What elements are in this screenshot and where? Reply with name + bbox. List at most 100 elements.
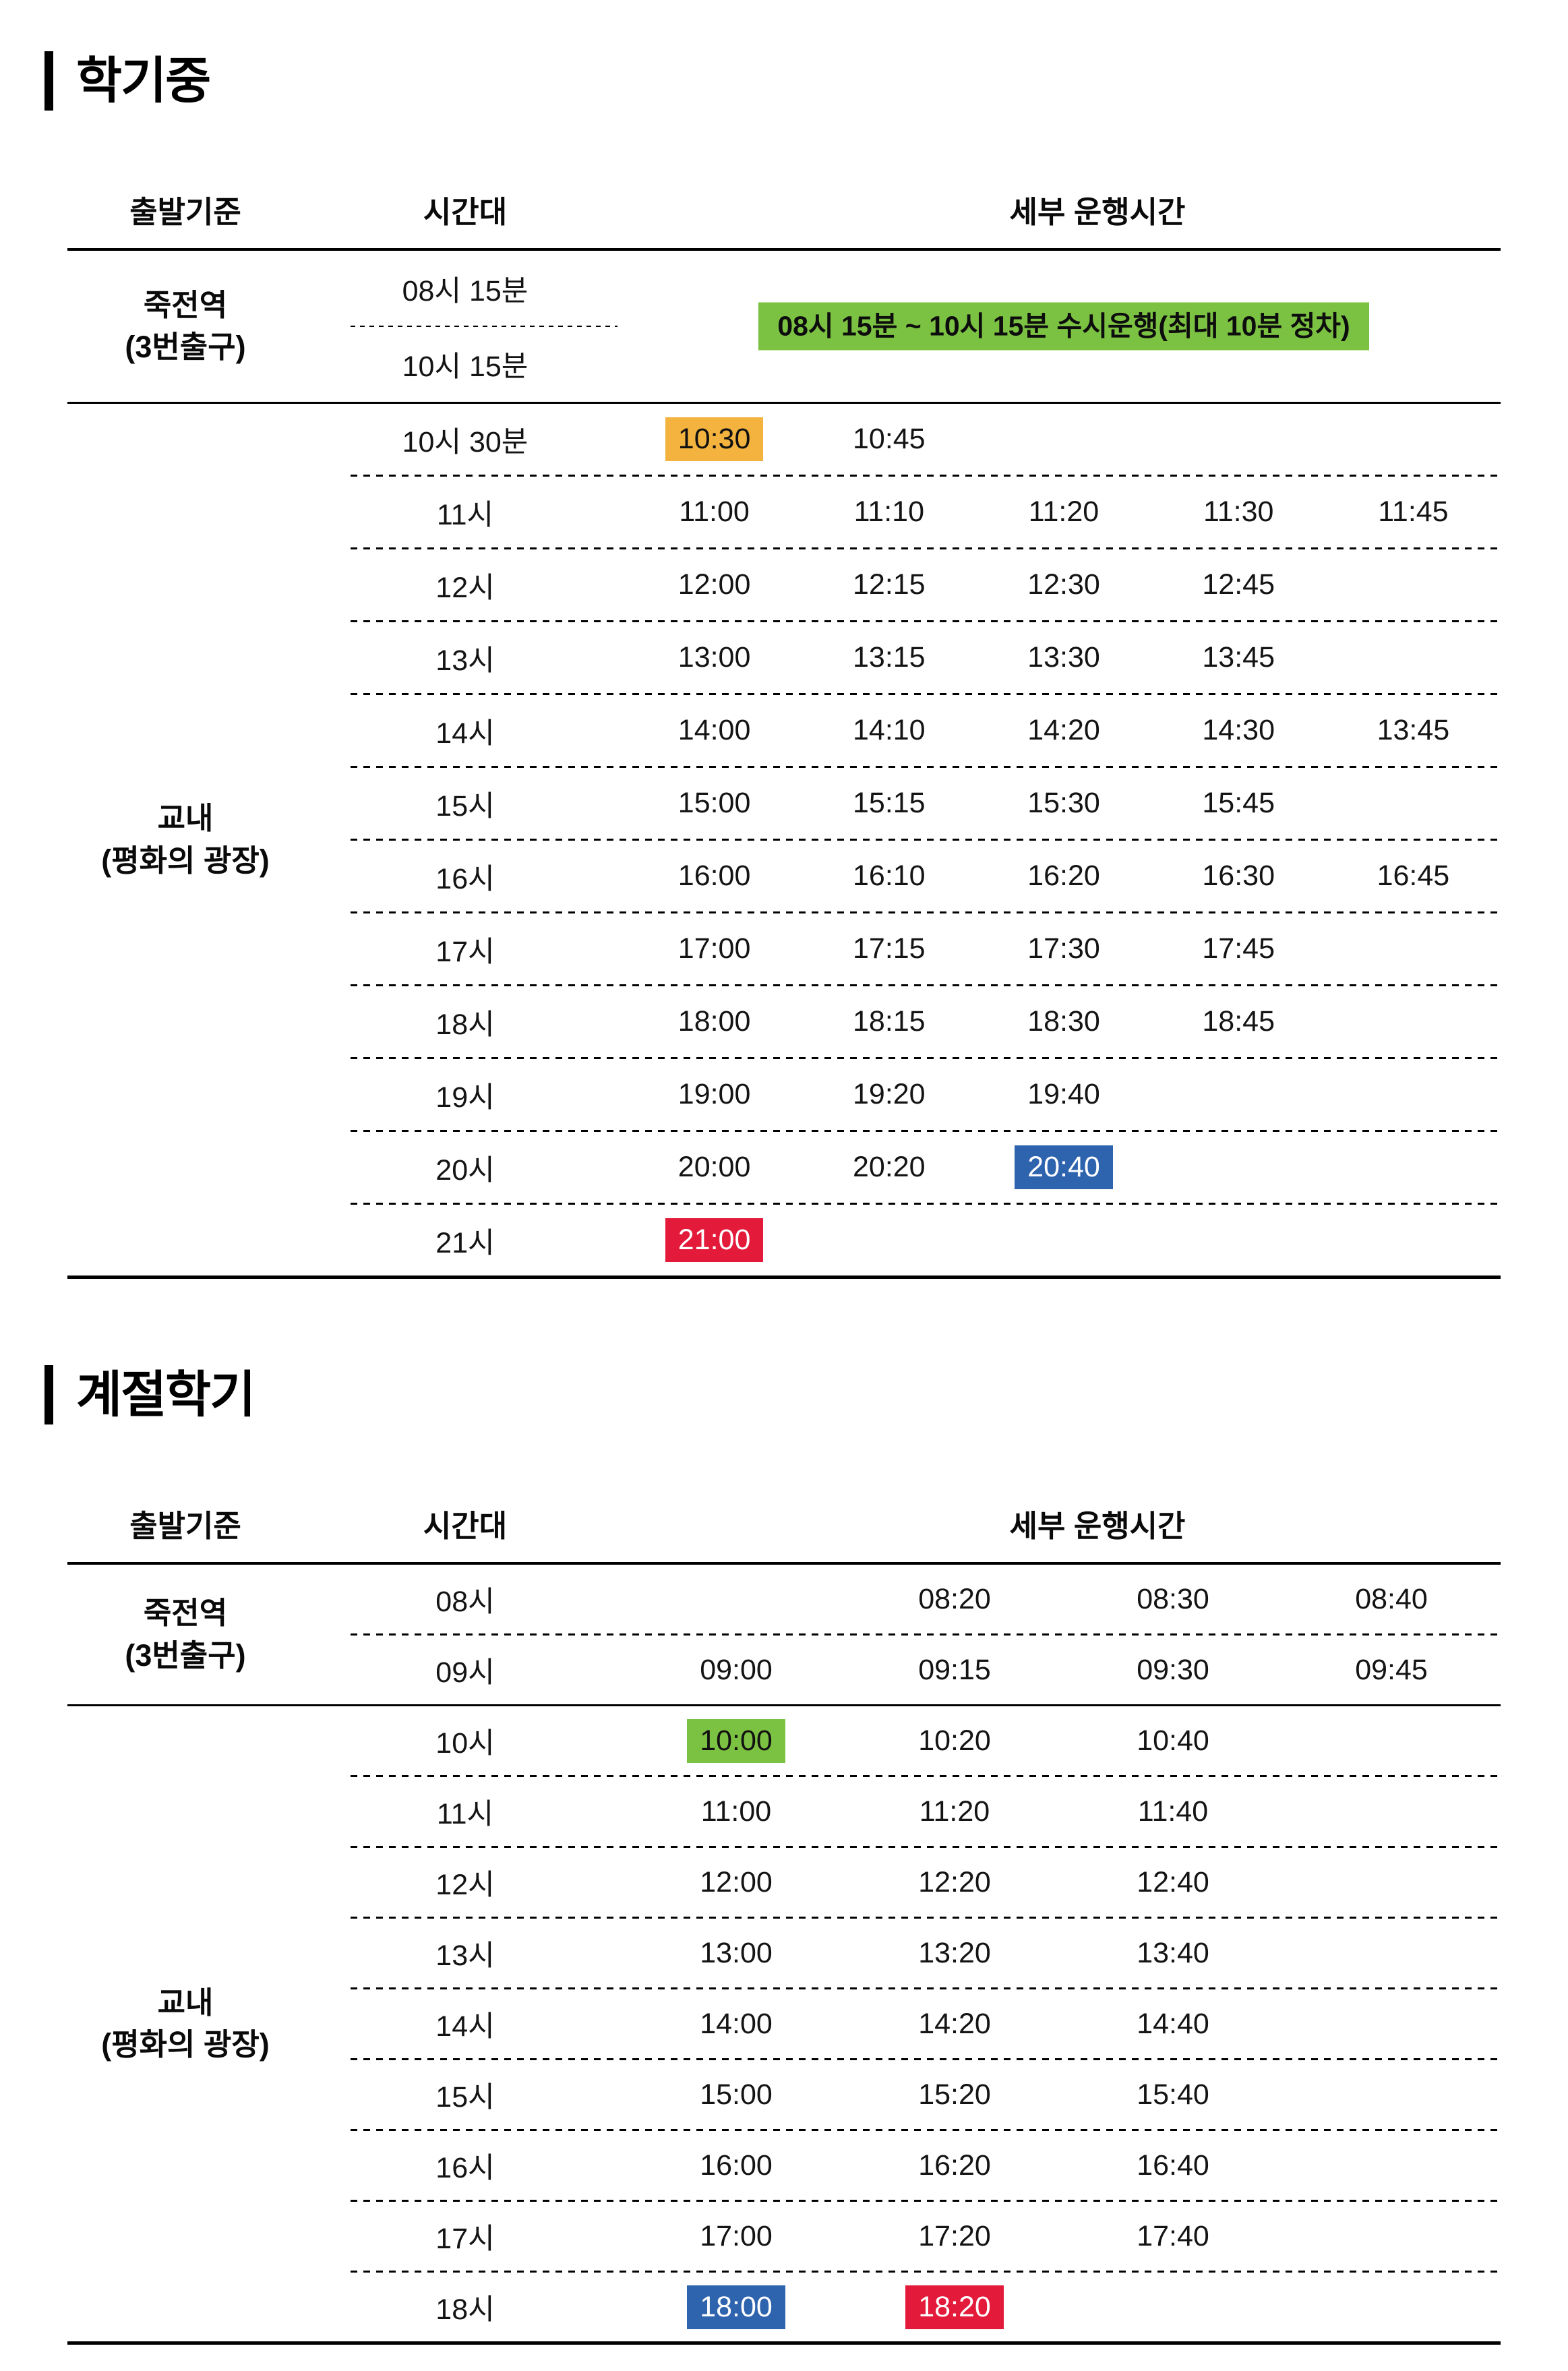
- notice-rows: 08시 15분 10시 15분 08시 15분 ~ 10시 15분 수시운행(최…: [303, 251, 1501, 402]
- origin-sub-label: (평화의 광장): [101, 2027, 270, 2062]
- time-value-highlighted: 10:00: [687, 1718, 785, 1763]
- timeband-label: 13시: [435, 644, 495, 677]
- schedule-row: 12시 12:00 12:20 12:40: [303, 1848, 1501, 1917]
- dashed-row-divider: [351, 2271, 1501, 2273]
- dashed-row-divider: [351, 2200, 1501, 2202]
- time-value: 11:20: [919, 1795, 990, 1828]
- time-value: 13:00: [677, 641, 751, 673]
- dashed-row-divider: [351, 839, 1501, 841]
- time-value: 16:00: [677, 860, 751, 892]
- timeband-label: 11시: [436, 1798, 494, 1830]
- timeband-label: 14시: [435, 2010, 495, 2043]
- time-value-highlighted: 20:40: [1015, 1145, 1113, 1189]
- notice-container: 08시 15분 ~ 10시 15분 수시운행(최대 10분 정차): [627, 302, 1501, 351]
- timeband-row: 10시 15분: [303, 326, 1501, 402]
- origin-cell: 교내 (평화의 광장): [67, 1706, 303, 2341]
- timeband-row: 08시 15분: [303, 251, 1501, 326]
- schedule-row: 12시 12:00 12:15 12:30 12:45: [303, 549, 1501, 620]
- title-accent-bar: [44, 51, 53, 111]
- col-header-detail: 세부 운행시간: [1009, 194, 1186, 229]
- time-value: 20:00: [677, 1151, 751, 1183]
- timeband-label: 08시 15분: [402, 275, 529, 307]
- schedule-row: 16시 16:00 16:10 16:20 16:30 16:45: [303, 841, 1501, 911]
- time-value: 11:45: [1378, 496, 1449, 528]
- schedule-row: 18시 18:00 18:15 18:30 18:45: [303, 986, 1501, 1057]
- time-value: 12:45: [1202, 568, 1275, 601]
- dashed-row-divider: [351, 547, 1501, 549]
- schedule-row: 10시 10:00 10:20 10:40: [303, 1706, 1501, 1775]
- origin-label: 죽전역: [143, 287, 228, 322]
- dashed-row-divider: [351, 2058, 1501, 2060]
- group-jukjeon-station: 죽전역 (3번출구) 08시 08:20 08:30 08:40 09시 09:00 09:…: [67, 1565, 1501, 1704]
- schedule-row: 13시 13:00 13:20 13:40: [303, 1919, 1501, 1987]
- timeband-label: 16시: [435, 2152, 495, 2184]
- section-seasonal: 계절학기 출발기준 시간대 세부 운행시간 죽전역 (3번출구) 08시 08:2…: [44, 1365, 1501, 2345]
- time-value: 17:00: [700, 2219, 773, 2252]
- dashed-row-divider: [351, 1775, 1501, 1777]
- time-value: 16:45: [1377, 860, 1450, 892]
- time-value: 14:40: [1137, 2007, 1209, 2040]
- col-header-timeband: 시간대: [423, 1508, 508, 1543]
- time-value: 20:20: [852, 1151, 926, 1183]
- time-value: 15:30: [1027, 787, 1100, 819]
- timetable-semester: 출발기준 시간대 세부 운행시간 죽전역 (3번출구) 08시 15분: [67, 170, 1501, 1279]
- time-value: 15:45: [1202, 787, 1275, 819]
- dashed-row-divider: [351, 475, 1501, 477]
- schedule-rows: 10시 10:00 10:20 10:40 11시 11:00 11:20 11:40 12시 1…: [303, 1706, 1501, 2341]
- timetable-seasonal: 출발기준 시간대 세부 운행시간 죽전역 (3번출구) 08시 08:20 08:3…: [67, 1484, 1501, 2345]
- time-value: 13:40: [1137, 1936, 1209, 1969]
- table-header-row: 출발기준 시간대 세부 운행시간: [67, 170, 1501, 251]
- origin-label: 교내: [157, 1985, 214, 2020]
- time-value: 13:45: [1202, 641, 1275, 673]
- timeband-label: 16시: [435, 862, 495, 895]
- time-value: 13:00: [700, 1936, 773, 1969]
- schedule-rows: 10시 30분 10:30 10:45 11시 11:00 11:10 11:20 11:30…: [303, 404, 1501, 1275]
- time-value: 17:30: [1027, 932, 1100, 965]
- time-value: 09:30: [1137, 1653, 1209, 1686]
- dashed-row-divider: [351, 620, 1501, 622]
- section-title: 학기중: [44, 0, 1501, 111]
- timeband-label: 12시: [435, 571, 495, 604]
- time-value: 08:30: [1137, 1582, 1209, 1615]
- timeband-label: 10시 30분: [402, 425, 529, 458]
- dashed-row-divider: [351, 1203, 1501, 1205]
- time-value: 11:00: [700, 1795, 772, 1828]
- schedule-row: 20시 20:00 20:20 20:40: [303, 1132, 1501, 1203]
- dashed-row-divider: [351, 984, 1501, 986]
- time-value: 10:20: [918, 1724, 991, 1757]
- schedule-rows: 08시 08:20 08:30 08:40 09시 09:00 09:15 09:30 09:4…: [303, 1565, 1501, 1704]
- title-accent-bar: [44, 1365, 53, 1424]
- timeband-label: 12시: [435, 1869, 495, 1901]
- section-title-text: 계절학기: [76, 1367, 255, 1423]
- time-value: 19:20: [852, 1078, 926, 1110]
- time-value: 18:30: [1027, 1005, 1100, 1038]
- time-value: 15:15: [852, 787, 926, 819]
- col-header-departure: 출발기준: [129, 194, 241, 229]
- time-value: 11:30: [1203, 496, 1274, 528]
- time-value: 12:00: [700, 1865, 773, 1898]
- time-value-highlighted: 21:00: [665, 1218, 764, 1262]
- time-value: 11:10: [853, 496, 924, 528]
- timeband-label: 21시: [435, 1226, 495, 1259]
- timeband-label: 15시: [435, 789, 495, 822]
- time-value: 15:40: [1137, 2078, 1209, 2111]
- timeband-label: 17시: [435, 2223, 495, 2255]
- time-value: 14:00: [677, 714, 751, 746]
- timeband-label: 10시: [435, 1727, 495, 1760]
- timeband-label: 19시: [435, 1081, 495, 1114]
- time-value-highlighted: 18:00: [687, 2285, 785, 2329]
- timeband-label: 20시: [435, 1153, 495, 1187]
- time-value: 12:20: [918, 1865, 991, 1898]
- origin-cell: 죽전역 (3번출구): [67, 251, 303, 402]
- schedule-row: 21시 21:00: [303, 1205, 1501, 1275]
- time-value: 13:45: [1377, 714, 1450, 746]
- time-value: 15:20: [918, 2078, 991, 2111]
- time-value: 12:40: [1137, 1865, 1209, 1898]
- time-value: 16:20: [918, 2149, 991, 2182]
- schedule-row: 09시 09:00 09:15 09:30 09:45: [303, 1635, 1501, 1704]
- dashed-row-divider: [351, 1987, 1501, 1989]
- time-value: 14:10: [852, 714, 926, 746]
- time-value: 14:00: [700, 2007, 773, 2040]
- timeband-label: 18시: [435, 2293, 495, 2326]
